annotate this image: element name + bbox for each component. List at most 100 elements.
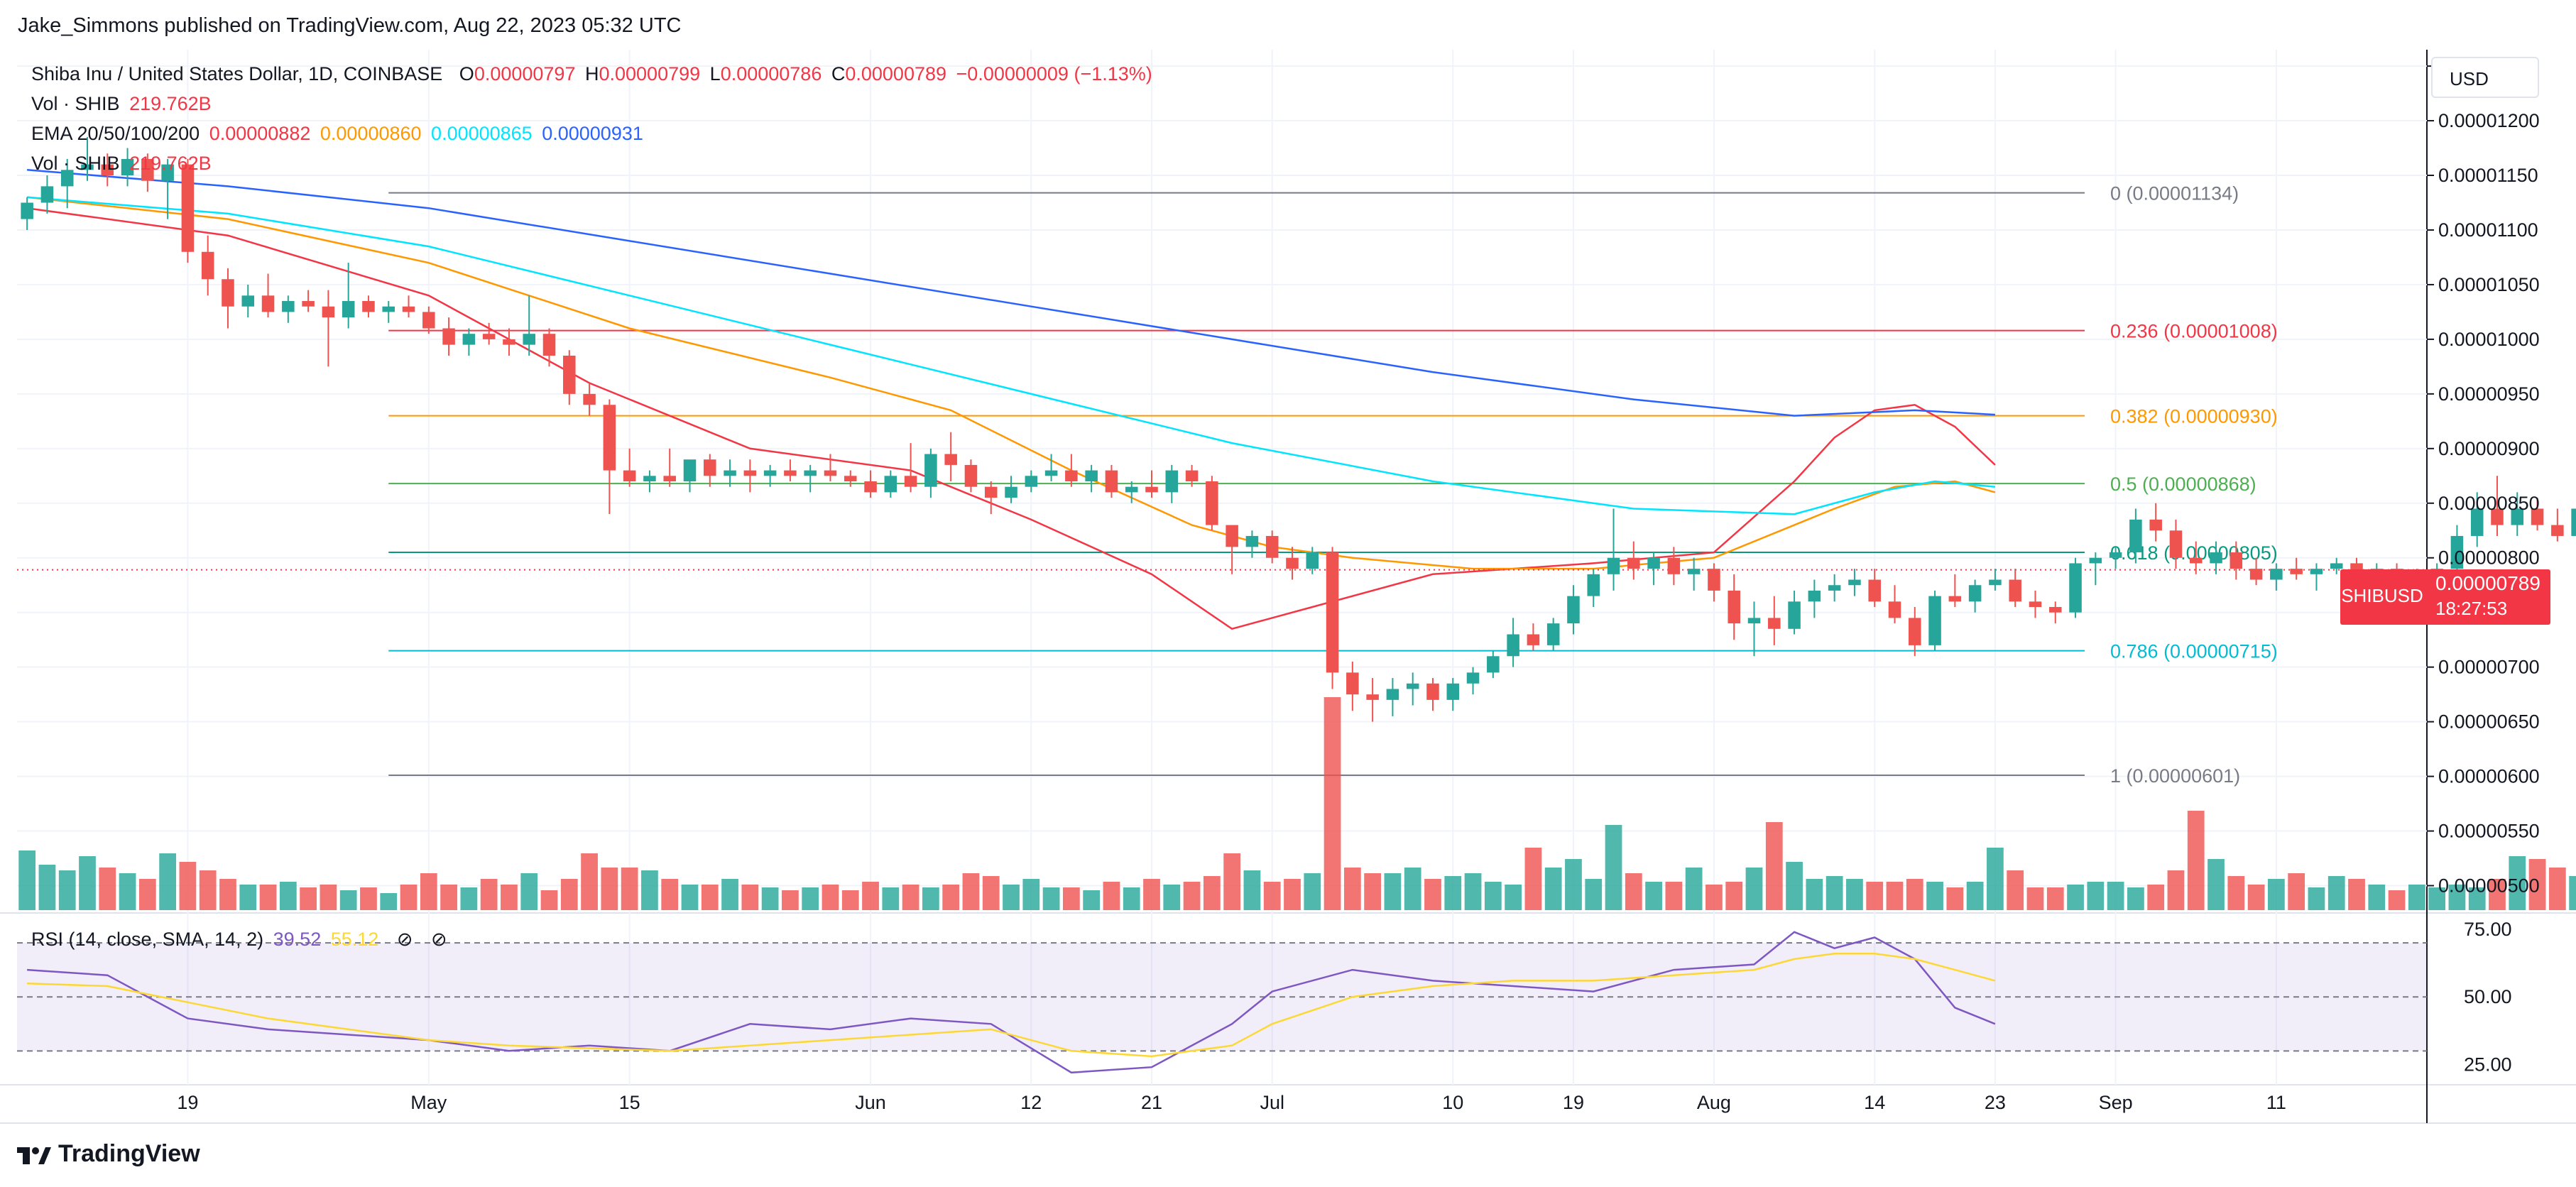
volume-bar bbox=[1524, 848, 1542, 910]
candle-body bbox=[1708, 569, 1720, 591]
volume-bar bbox=[1042, 887, 1060, 910]
volume-bar bbox=[460, 887, 478, 910]
candle-body bbox=[1667, 557, 1681, 574]
volume-bar bbox=[1685, 868, 1703, 910]
volume-bar bbox=[1123, 887, 1140, 910]
volume-bar bbox=[2007, 870, 2024, 910]
high-label: H bbox=[584, 63, 599, 84]
x-tick-label: Jul bbox=[1260, 1092, 1284, 1113]
candle-body bbox=[1326, 552, 1339, 673]
close-value: 0.00000789 bbox=[845, 63, 947, 84]
volume-bar bbox=[782, 890, 799, 910]
candle-body bbox=[362, 301, 375, 312]
candle-body bbox=[643, 476, 656, 481]
candle-body bbox=[40, 186, 54, 203]
ema-line bbox=[26, 169, 1995, 417]
candle-body bbox=[864, 481, 877, 493]
y-tick-label: 0.00000600 bbox=[2438, 766, 2540, 787]
volume-bar bbox=[1103, 882, 1120, 910]
volume-bar bbox=[721, 879, 738, 910]
rsi-legend[interactable]: RSI (14, close, SMA, 14, 2) 39.52 55.12 … bbox=[31, 926, 447, 952]
logo-text: TradingView bbox=[58, 1140, 200, 1167]
volume-bar bbox=[179, 862, 197, 910]
volume-bar bbox=[1585, 879, 1603, 910]
symbol-title: Shiba Inu / United States Dollar, 1D, CO… bbox=[31, 63, 443, 84]
candle-body bbox=[302, 301, 315, 307]
candle-body bbox=[222, 279, 234, 307]
currency-selector[interactable]: USD bbox=[2431, 57, 2539, 98]
symbol-legend[interactable]: Shiba Inu / United States Dollar, 1D, CO… bbox=[31, 61, 1152, 87]
candle-body bbox=[1386, 689, 1399, 700]
y-tick-label: 0.00001150 bbox=[2438, 165, 2538, 186]
volume-bar bbox=[2408, 885, 2425, 910]
candle-body bbox=[984, 486, 998, 498]
y-tick-label: 0.00001050 bbox=[2438, 274, 2540, 295]
candle-body bbox=[924, 454, 937, 487]
candle-body bbox=[2069, 563, 2082, 613]
volume-bar bbox=[982, 876, 1000, 910]
candle-body bbox=[1446, 683, 1460, 700]
candle-body bbox=[21, 202, 33, 219]
candle-body bbox=[623, 470, 636, 481]
volume-bar bbox=[440, 885, 457, 910]
low-label: L bbox=[709, 63, 721, 84]
candle-body bbox=[1828, 585, 1841, 591]
eye-slash-icon[interactable]: ⊘ bbox=[430, 929, 447, 950]
volume-bar bbox=[641, 870, 658, 910]
volume-bar bbox=[1987, 848, 2004, 910]
volume-bar bbox=[2087, 882, 2105, 910]
volume-bar bbox=[1926, 882, 1943, 910]
candle-body bbox=[2470, 508, 2484, 536]
x-tick-label: 19 bbox=[177, 1092, 198, 1113]
candles bbox=[21, 137, 2576, 722]
volume-bar bbox=[841, 890, 859, 910]
volume-bar bbox=[1786, 862, 1803, 910]
candle-body bbox=[904, 476, 917, 487]
candle-body bbox=[2290, 569, 2303, 574]
rsi-tick-label: 50.00 bbox=[2464, 986, 2512, 1007]
eye-slash-icon[interactable]: ⊘ bbox=[396, 929, 413, 950]
candle-body bbox=[261, 295, 275, 312]
volume-bar bbox=[681, 885, 699, 910]
volume-bar bbox=[1324, 697, 1341, 910]
volume-bar bbox=[601, 868, 618, 910]
candle-body bbox=[2048, 607, 2062, 613]
candle-body bbox=[1265, 535, 1279, 558]
candle-body bbox=[1346, 672, 1359, 695]
x-tick-label: Aug bbox=[1697, 1092, 1731, 1113]
ema200-value: 0.00000931 bbox=[542, 123, 643, 144]
candle-body bbox=[1788, 601, 1801, 629]
candle-body bbox=[1085, 470, 1098, 481]
volume-legend-2[interactable]: Vol · SHIB 219.762B bbox=[31, 151, 212, 176]
candle-body bbox=[523, 334, 535, 345]
volume-bar bbox=[2167, 870, 2185, 910]
candle-body bbox=[101, 164, 114, 176]
candle-body bbox=[1507, 634, 1519, 657]
volume-bar bbox=[199, 870, 217, 910]
candle-body bbox=[1627, 557, 1640, 569]
candle-body bbox=[784, 470, 797, 476]
ema100-value: 0.00000865 bbox=[431, 123, 533, 144]
ema-legend[interactable]: EMA 20/50/100/200 0.00000882 0.00000860 … bbox=[31, 121, 643, 146]
candle-body bbox=[1647, 557, 1660, 569]
volume-bar bbox=[560, 879, 578, 910]
candle-body bbox=[1206, 481, 1218, 525]
volume-bar bbox=[2026, 887, 2044, 910]
candle-body bbox=[181, 164, 195, 252]
volume-bar bbox=[279, 882, 297, 910]
candle-body bbox=[1065, 470, 1078, 481]
volume-bar bbox=[822, 885, 839, 910]
volume-bar bbox=[380, 893, 398, 910]
candle-body bbox=[462, 334, 476, 345]
volume-bar bbox=[420, 873, 437, 910]
candle-body bbox=[704, 459, 716, 476]
volume-legend-1[interactable]: Vol · SHIB 219.762B bbox=[31, 91, 212, 116]
ema-label: EMA 20/50/100/200 bbox=[31, 123, 200, 144]
x-tick-label: 21 bbox=[1141, 1092, 1162, 1113]
tradingview-logo[interactable]: TradingView bbox=[17, 1140, 200, 1168]
candle-body bbox=[81, 164, 94, 170]
volume-bar bbox=[2528, 859, 2546, 910]
volume-bar bbox=[2489, 879, 2506, 910]
volume-bar bbox=[300, 887, 317, 910]
